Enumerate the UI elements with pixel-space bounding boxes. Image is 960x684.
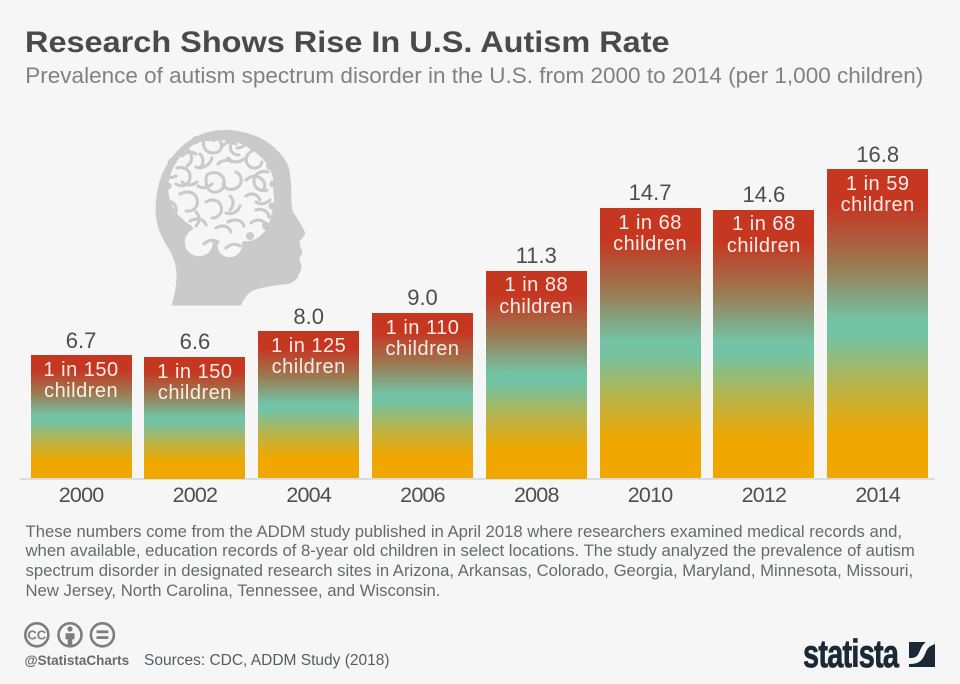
svg-text:CC: CC (27, 628, 46, 643)
